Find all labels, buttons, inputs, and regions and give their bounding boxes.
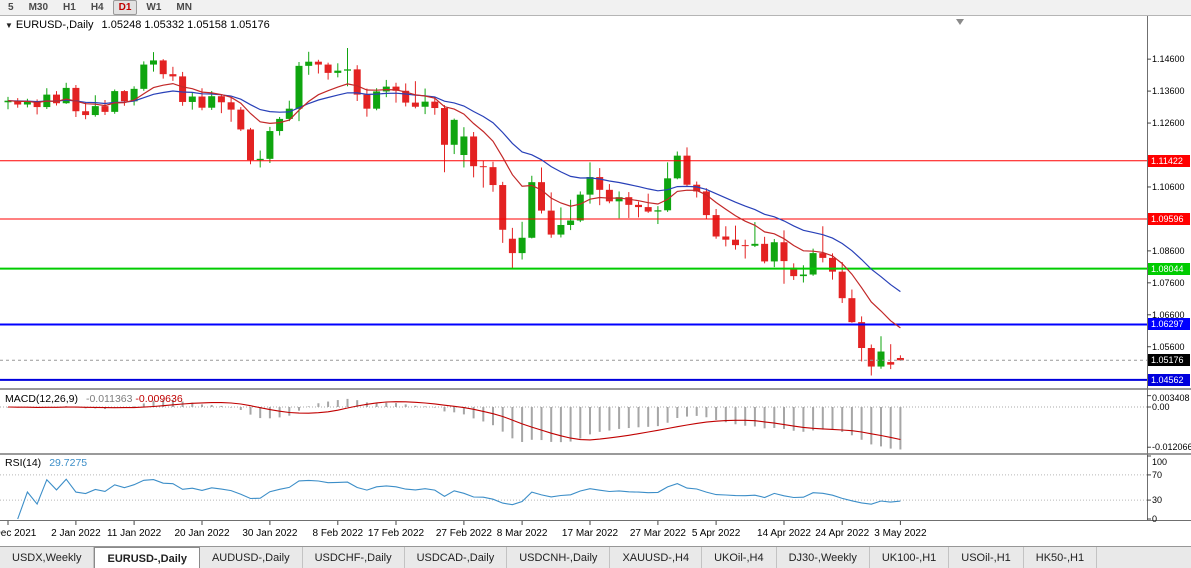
chart-tab-ukoil-h4[interactable]: UKOil-,H4 [702,547,777,568]
time-label: 27 Feb 2022 [436,528,493,539]
chart-tab-audusd-daily[interactable]: AUDUSD-,Daily [199,547,303,568]
time-label: 8 Mar 2022 [497,528,548,539]
price-tick-label: 1.06600 [1152,309,1185,320]
rsi-indicator-name: RSI(14) [5,457,42,469]
rsi-line [17,478,901,520]
chart-shift-marker-icon [956,19,964,25]
chart-symbol-title: ▼ EURUSD-,Daily 1.05248 1.05332 1.05158 1.… [5,19,270,31]
symbol-ohlc-values: 1.05248 1.05332 1.05158 1.05176 [101,19,270,31]
chart-tab-bar: USDX,Weekly EURUSD-,Daily AUDUSD-,Daily USD… [0,546,1191,568]
price-tick-label: 1.10600 [1152,181,1185,192]
pane-separators[interactable] [0,16,1191,521]
rsi-axis-label: 100 [1152,457,1168,467]
timeframe-toolbar: 5 M30 H1 H4 D1 W1 MN [0,0,1191,16]
chart-tab-dj30-weekly[interactable]: DJ30-,Weekly [776,547,870,568]
macd-main-value: -0.011363 [85,393,133,405]
ma-line-10 [7,82,901,329]
timeframe-button-H1[interactable]: H1 [63,2,76,13]
chart-tab-usdcnh-daily[interactable]: USDCNH-,Daily [507,547,611,568]
time-label: 2 Jan 2022 [51,528,101,539]
price-line-badge: 1.08044 [1148,262,1190,275]
price-line-badge: 1.04562 [1148,373,1190,386]
price-tick-label: 1.05600 [1152,341,1185,352]
price-tick-label: 1.08600 [1152,245,1185,256]
time-label: 20 Jan 2022 [174,528,229,539]
rsi-axis-label: 70 [1152,469,1163,480]
chart-tab-usdx-weekly[interactable]: USDX,Weekly [0,547,95,568]
time-label: 17 Mar 2022 [562,528,619,539]
price-line-badge: 1.06297 [1148,318,1190,331]
rsi-pane-label: RSI(14) 29.7275 [5,457,87,469]
chart-tab-hk50-h1[interactable]: HK50-,H1 [1023,547,1098,568]
price-tick-label: 1.13600 [1152,86,1185,97]
macd-signal-line [7,401,901,441]
chart-tab-xauusd-h4[interactable]: XAUUSD-,H4 [610,547,703,568]
macd-axis-label: 0.00 [1152,402,1170,412]
chart-tab-eurusd-daily[interactable]: EURUSD-,Daily [94,547,200,568]
rsi-axis-label: 0 [1152,514,1158,524]
chart-area: 23 Dec 2021 2 Jan 2022 11 Jan 2022 20 Jan 2… [0,16,1191,546]
price-axis[interactable]: 1.14600 1.13600 1.12600 1.10600 1.08600 1.076… [1147,16,1191,546]
time-label: 30 Jan 2022 [242,528,297,539]
price-tick-label: 1.14600 [1152,54,1185,65]
macd-signal-value: -0.009636 [135,393,183,405]
time-label: 11 Jan 2022 [107,528,162,539]
chart-tab-uk100-h1[interactable]: UK100-,H1 [869,547,950,568]
timeframe-button-5[interactable]: 5 [8,2,14,13]
rsi-axis-label: 30 [1152,495,1163,506]
symbol-name: EURUSD-,Daily [15,19,94,31]
timeframe-button-MN[interactable]: MN [176,2,192,13]
current-price-badge: 1.05176 [1148,354,1190,367]
horizontal-level-lines [0,160,1147,381]
price-line-badge: 1.11422 [1148,154,1190,167]
rsi-value: 29.7275 [49,457,88,469]
collapse-icon[interactable]: ▼ [5,21,13,30]
timeframe-button-W1[interactable]: W1 [146,2,162,13]
price-tick-label: 1.07600 [1152,277,1185,288]
chart-tab-usoil-h1[interactable]: USOil-,H1 [949,547,1024,568]
timeframe-button-M30[interactable]: M30 [28,2,49,13]
timeframe-button-D1[interactable]: D1 [112,0,138,15]
price-line-badge: 1.09596 [1148,213,1190,226]
time-label: 14 Apr 2022 [757,528,811,539]
moving-average-lines [7,82,901,329]
chart-tab-usdcad-daily[interactable]: USDCAD-,Daily [404,547,508,568]
macd-pane [0,398,1147,450]
macd-pane-label: MACD(12,26,9) -0.011363 -0.009636 [5,393,183,405]
time-label: 24 Apr 2022 [815,528,869,539]
time-label: 3 May 2022 [874,528,927,539]
time-label: 8 Feb 2022 [312,528,363,539]
macd-axis-label: -0.012066 [1152,442,1191,453]
time-label: 27 Mar 2022 [630,528,687,539]
macd-axis-label: 0.003408 [1152,393,1190,403]
chart-tab-usdchf-daily[interactable]: USDCHF-,Daily [302,547,405,568]
time-label: 17 Feb 2022 [368,528,425,539]
price-tick-label: 1.12600 [1152,118,1185,129]
time-label: 23 Dec 2021 [0,528,37,539]
ma-line-21 [7,90,901,293]
rsi-pane [0,474,1147,520]
time-axis[interactable]: 23 Dec 2021 2 Jan 2022 11 Jan 2022 20 Jan 2… [0,521,927,539]
chart-canvas[interactable]: 23 Dec 2021 2 Jan 2022 11 Jan 2022 20 Jan 2… [0,16,1191,546]
time-label: 5 Apr 2022 [692,528,741,539]
timeframe-button-H4[interactable]: H4 [90,2,104,13]
macd-indicator-name: MACD(12,26,9) [5,393,78,405]
